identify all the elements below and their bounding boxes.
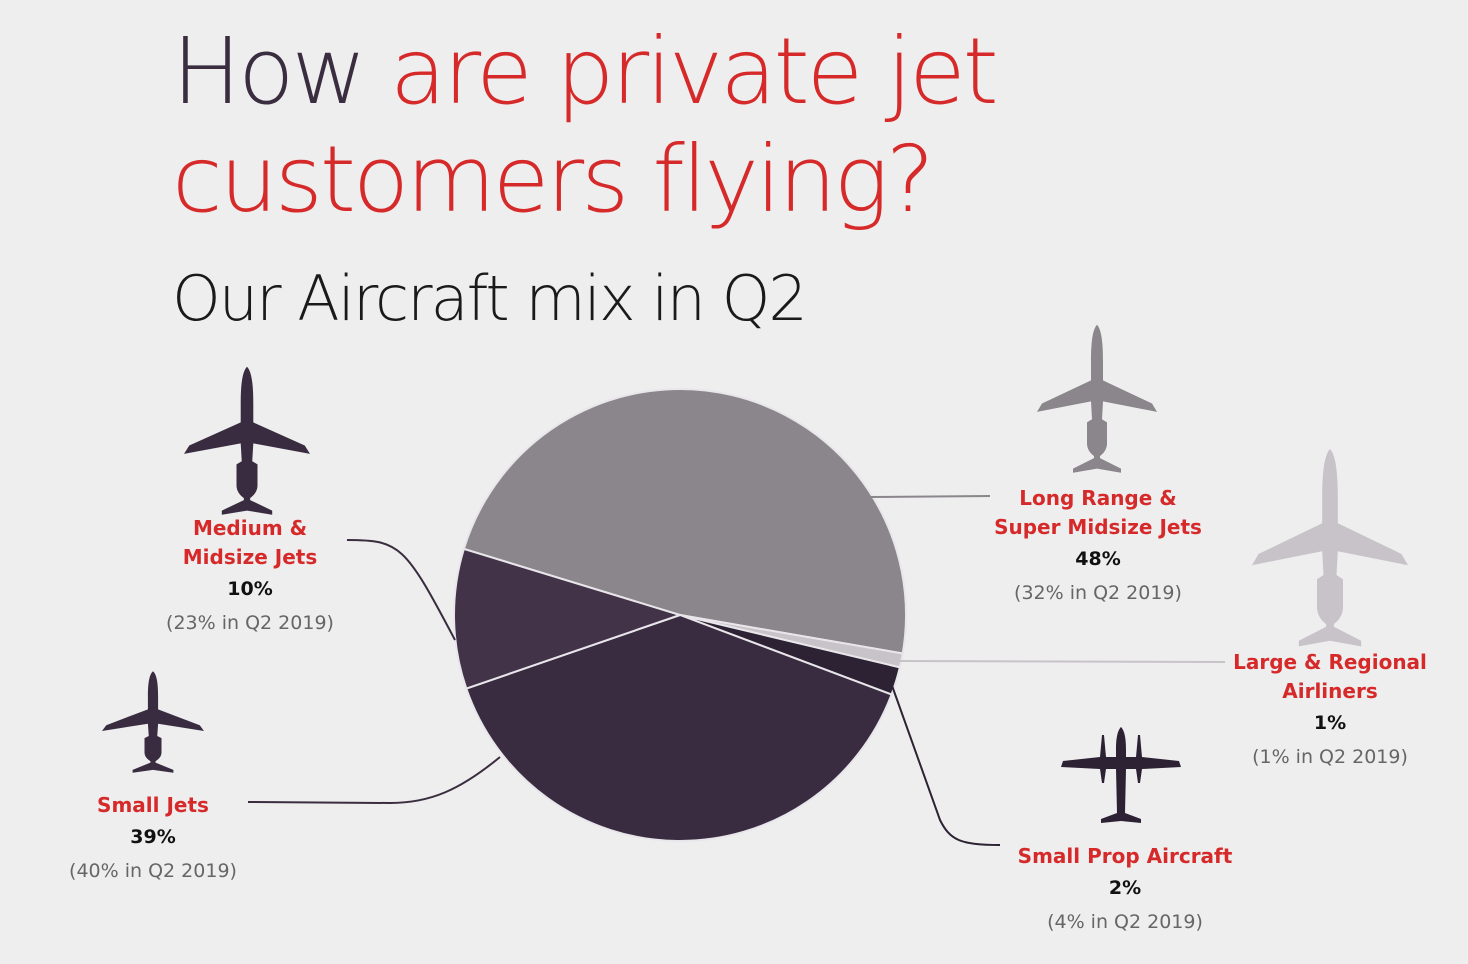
page-title: How are private jet customers flying? [172,18,1468,234]
jet-icon [184,366,310,515]
pie-slice [465,613,893,842]
slice-name: Small Prop Aircraft [1017,844,1233,868]
slice-name: Super Midsize Jets [994,515,1202,539]
slice-previous: (1% in Q2 2019) [1252,746,1408,768]
slice-value: 48% [1075,548,1121,570]
slice-name: Small Jets [97,793,209,817]
slice-label: Medium & Midsize Jets 10% (23% in Q2 2019) [166,514,334,640]
title-part2: are private jet customers flying? [172,18,999,233]
slice-name: Airliners [1282,679,1378,703]
pie-slice [462,388,907,655]
slice-label: Small Jets 39% (40% in Q2 2019) [69,791,237,888]
jet-icon [102,671,204,773]
slice-name: Large & Regional [1233,650,1427,674]
slice-value: 39% [130,826,176,848]
leader-line-small-prop [889,679,1001,846]
slice-label: Small Prop Aircraft 2% (4% in Q2 2019) [1018,842,1233,939]
leader-line-long-range [869,495,991,498]
slice-label: Long Range & Super Midsize Jets 48% (32% in… [994,484,1202,610]
slice-previous: (4% in Q2 2019) [1047,911,1203,933]
slice-value: 1% [1313,712,1347,734]
slice-value: 10% [227,578,273,600]
slice-name: Medium & [192,516,308,540]
slice-previous: (32% in Q2 2019) [1014,582,1182,604]
airliner-icon [1252,449,1408,647]
slice-value: 2% [1108,877,1142,899]
slice-name: Midsize Jets [182,545,318,569]
leader-line-large [899,660,1226,663]
pie-slice [453,547,684,690]
slice-name: Long Range & [1019,486,1177,510]
leader-line-small-jets [247,756,501,805]
prop-plane-icon [1061,727,1181,823]
title-part1: How [172,18,390,125]
slice-previous: (23% in Q2 2019) [166,612,334,634]
chart-subtitle: Our Aircraft mix in Q2 [172,262,808,335]
slice-label: Large & Regional Airliners 1% (1% in Q2 201… [1233,648,1427,774]
slice-previous: (40% in Q2 2019) [69,860,237,882]
jet-icon [1037,324,1157,473]
leader-line-medium [346,539,456,641]
